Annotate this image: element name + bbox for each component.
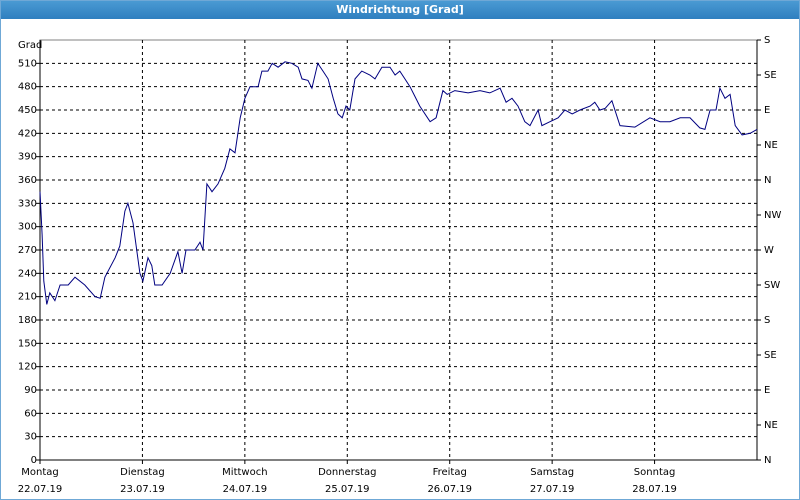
y-tick-label: 90 [24,385,37,396]
y-tick-label: 270 [18,245,37,256]
y2-tick-label: NE [764,420,778,431]
y2-tick-label: N [764,175,771,186]
y-tick-label: 240 [18,268,37,279]
y-tick-label: 120 [18,362,37,373]
y-tick-label: 150 [18,338,37,349]
y2-tick-label: NW [764,210,781,221]
x-tick-label: Montag [21,467,58,478]
y2-tick-label: SE [764,70,777,81]
y2-tick-label: E [764,105,770,116]
y-tick-label: 480 [18,82,37,93]
x-tick-sublabel: 28.07.19 [632,484,677,495]
y2-tick-label: E [764,385,770,396]
x-tick-label: Donnerstag [318,467,376,478]
y2-tick-label: S [764,35,770,46]
x-tick-label: Samstag [530,467,574,478]
y2-tick-label: NE [764,140,778,151]
y-tick-label: 450 [18,105,37,116]
title-bar: Windrichtung [Grad] [1,1,799,19]
y-tick-label: 360 [18,175,37,186]
y-tick-label: 180 [18,315,37,326]
x-tick-sublabel: 23.07.19 [120,484,165,495]
y-tick-label: 390 [18,152,37,163]
x-tick-label: Mittwoch [222,467,267,478]
y2-tick-label: N [764,455,771,466]
x-tick-sublabel: 25.07.19 [325,484,370,495]
x-tick-sublabel: 26.07.19 [427,484,472,495]
y-tick-label: 0 [31,455,37,466]
x-tick-label: Sonntag [634,467,676,478]
y2-tick-label: W [764,245,774,256]
y2-tick-label: SW [764,280,780,291]
y-tick-label: 30 [24,432,37,443]
x-tick-sublabel: 27.07.19 [530,484,575,495]
plot-frame [39,39,758,461]
x-tick-sublabel: 22.07.19 [18,484,63,495]
y-tick-label: 60 [24,408,37,419]
y-tick-label: 420 [18,128,37,139]
y-tick-label: 300 [18,222,37,233]
x-tick-label: Dienstag [120,467,165,478]
y-tick-label: 210 [18,292,37,303]
y-tick-label: 330 [18,198,37,209]
y2-tick-label: SE [764,350,777,361]
x-tick-label: Freitag [433,467,467,478]
y2-tick-label: S [764,315,770,326]
y-axis-label: Grad [18,40,42,51]
data-line [39,61,758,305]
y-tick-label: 510 [18,58,37,69]
x-tick-sublabel: 24.07.19 [223,484,268,495]
